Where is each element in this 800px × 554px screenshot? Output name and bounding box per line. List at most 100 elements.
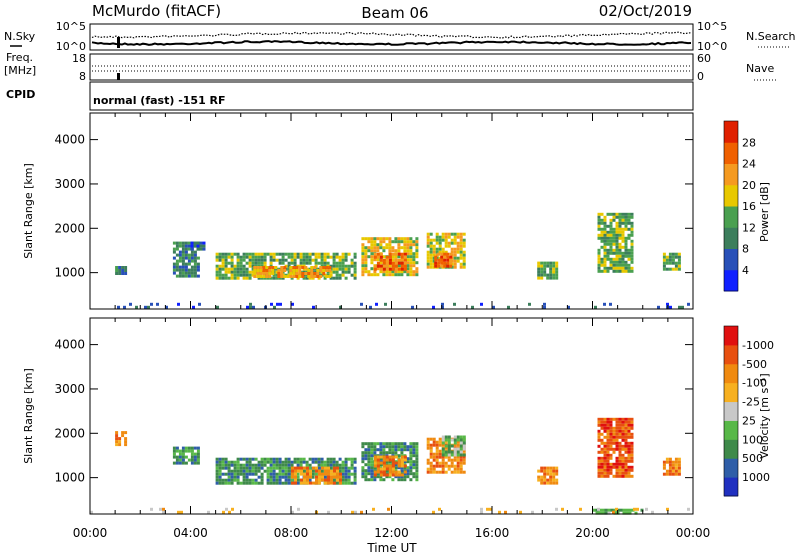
echo-cell: [215, 276, 219, 280]
echo-cell: [453, 464, 457, 468]
echo-cell: [603, 218, 607, 222]
freq-right-tick-top: 60: [697, 52, 711, 65]
echo-cell: [438, 455, 442, 459]
echo-cell: [341, 460, 345, 464]
echo-cell: [615, 248, 619, 252]
echo-cell: [224, 466, 228, 470]
echo-cell: [230, 481, 234, 485]
echo-cell: [391, 252, 395, 256]
echo-cell: [609, 224, 613, 228]
echo-cell: [367, 463, 371, 467]
echo-cell: [441, 238, 445, 242]
echo-cell: [361, 472, 365, 476]
echo-cell: [397, 442, 401, 446]
colorbar-tick-label: 24: [742, 158, 756, 171]
echo-cell: [344, 267, 348, 271]
echo-cell: [388, 467, 392, 471]
echo-cell: [441, 461, 445, 465]
echo-cell: [193, 250, 197, 254]
echo-cell: [314, 457, 318, 461]
echo-cell: [453, 259, 457, 263]
echo-cell: [630, 227, 634, 231]
echo-cell: [284, 466, 288, 470]
echo-cell: [606, 236, 610, 240]
echo-cell: [287, 466, 291, 470]
echo-cell: [175, 259, 179, 263]
echo-cell: [338, 264, 342, 268]
echo-cell: [609, 260, 613, 264]
echo-cell: [370, 258, 374, 262]
echo-cell: [618, 423, 622, 427]
time-axis: 00:00 04:00 08:00 12:00 16:00 20:00 00:00: [73, 526, 711, 540]
echo-cell: [671, 258, 675, 262]
echo-cell: [415, 460, 419, 464]
echo-cell: [606, 239, 610, 243]
echo-cell: [236, 463, 240, 467]
echo-cell: [397, 464, 401, 468]
echo-cell: [391, 264, 395, 268]
echo-cell: [609, 212, 613, 216]
echo-cell: [202, 247, 206, 251]
echo-cell: [193, 455, 197, 459]
echo-cell: [215, 475, 219, 479]
echo-cell: [196, 247, 200, 251]
echo-cell: [254, 469, 258, 473]
echo-cell: [615, 224, 619, 228]
echo-cell: [221, 481, 225, 485]
echo-cell: [322, 266, 326, 269]
echo-cell: [227, 460, 231, 464]
echo-cell: [627, 471, 631, 475]
echo-cell: [190, 446, 194, 450]
echo-cell: [291, 472, 294, 476]
echo-cell: [249, 302, 252, 306]
echo-cell: [311, 469, 315, 473]
echo-cell: [361, 243, 365, 247]
echo-cell: [227, 270, 231, 274]
echo-cell: [462, 461, 466, 465]
echo-cell: [373, 445, 377, 449]
echo-cell: [296, 463, 300, 467]
echo-cell: [603, 236, 607, 240]
echo-cell: [269, 460, 273, 464]
echo-cell: [619, 508, 623, 512]
echo-cell: [257, 460, 261, 464]
echo-cell: [459, 470, 463, 474]
echo-cell: [609, 465, 613, 469]
echo-cell: [317, 261, 321, 265]
echo-cell: [462, 455, 466, 459]
echo-cell: [329, 276, 333, 280]
echo-cell: [609, 251, 613, 255]
echo-cell: [254, 258, 258, 262]
echo-cell: [412, 264, 416, 268]
echo-cell: [621, 438, 625, 442]
echo-cell: [175, 253, 179, 257]
echo-cell: [674, 267, 678, 271]
echo-cell: [391, 255, 395, 259]
echo-cell: [181, 250, 185, 254]
y-tick-label: 2000: [54, 221, 85, 235]
echo-cell: [245, 466, 249, 470]
echo-cell: [329, 270, 333, 274]
echo-cell: [397, 458, 401, 462]
echo-cell: [181, 449, 185, 453]
echo-cell: [309, 475, 312, 479]
echo-cell: [327, 478, 330, 482]
echo-cell: [278, 481, 282, 485]
echo-cell: [364, 472, 368, 476]
echo-cell: [236, 457, 240, 461]
echo-cell: [233, 264, 237, 268]
echo-cell: [609, 221, 613, 225]
echo-cell: [118, 440, 122, 444]
echo-cell: [543, 478, 547, 482]
echo-cell: [344, 264, 348, 268]
echo-cell: [294, 475, 297, 479]
echo-cell: [400, 246, 404, 250]
echo-cell: [260, 252, 264, 256]
echo-cell: [621, 444, 625, 448]
echo-cell: [370, 249, 374, 253]
echo-cell: [353, 252, 357, 256]
echo-cell: [438, 443, 442, 447]
echo-cell: [257, 469, 261, 473]
echo-cell: [546, 469, 550, 473]
echo-cell: [302, 469, 306, 473]
